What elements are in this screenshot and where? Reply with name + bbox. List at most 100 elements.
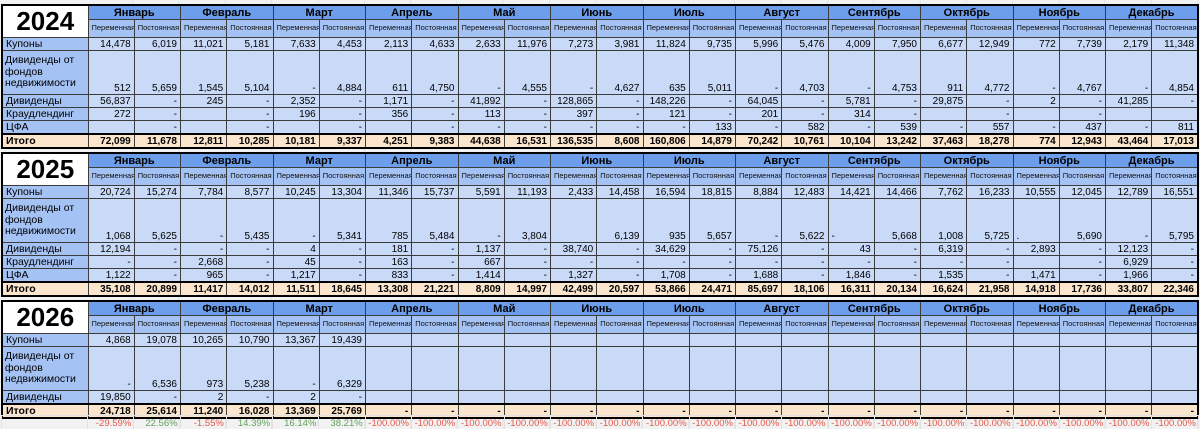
month-header-9[interactable]: Сентябрь	[827, 300, 921, 316]
total-cell[interactable]: -	[549, 403, 598, 419]
total-cell[interactable]: 17,013	[1151, 133, 1199, 149]
row-label[interactable]: Дивиденды от фондов недвижимости	[1, 346, 89, 391]
year-label-2025[interactable]: 2025	[1, 152, 89, 186]
data-cell[interactable]: -	[549, 50, 598, 95]
data-cell[interactable]	[781, 390, 829, 405]
data-cell[interactable]: 4,868	[87, 333, 135, 347]
data-cell[interactable]	[688, 390, 737, 405]
total-cell[interactable]: -	[873, 403, 922, 419]
subcolumn-header[interactable]: Постоянная часть	[596, 19, 644, 38]
data-cell[interactable]: -	[1104, 120, 1153, 135]
month-header-9[interactable]: Сентябрь	[827, 4, 921, 20]
data-cell[interactable]: -	[503, 255, 552, 269]
data-cell[interactable]: 2,633	[457, 37, 505, 51]
month-header-7[interactable]: Июль	[642, 152, 736, 168]
data-cell[interactable]	[781, 333, 829, 347]
data-cell[interactable]: 14,421	[827, 185, 875, 199]
month-header-5[interactable]: Май	[457, 4, 551, 20]
data-cell[interactable]	[1058, 333, 1107, 347]
data-cell[interactable]: 3,981	[596, 37, 644, 51]
data-cell[interactable]: 43	[827, 242, 875, 256]
month-header-2[interactable]: Февраль	[180, 152, 274, 168]
data-cell[interactable]: -	[781, 107, 829, 121]
data-cell[interactable]: 64,045	[734, 94, 783, 108]
subcolumn-header[interactable]: Постоянная часть	[503, 167, 552, 186]
data-cell[interactable]: 11,976	[503, 37, 552, 51]
data-cell[interactable]: -	[1058, 268, 1107, 283]
subcolumn-header[interactable]: Переменная часть	[549, 167, 598, 186]
year-label-2024[interactable]: 2024	[1, 4, 89, 38]
percent-cell[interactable]: -100.00%	[642, 415, 690, 429]
data-cell[interactable]: 9,735	[688, 37, 737, 51]
data-cell[interactable]	[549, 333, 598, 347]
row-label[interactable]: Дивиденды	[1, 242, 89, 256]
data-cell[interactable]	[457, 346, 505, 391]
data-cell[interactable]	[364, 390, 413, 405]
data-cell[interactable]	[1012, 390, 1060, 405]
total-cell[interactable]: 11,678	[133, 133, 182, 149]
subcolumn-header[interactable]: Постоянная часть	[1151, 315, 1199, 334]
total-cell[interactable]: 53,866	[642, 281, 690, 297]
data-cell[interactable]: 4,009	[827, 37, 875, 51]
subcolumn-header[interactable]: Постоянная часть	[873, 167, 922, 186]
data-cell[interactable]: -	[734, 255, 783, 269]
data-cell[interactable]: 11,193	[503, 185, 552, 199]
data-cell[interactable]: -	[966, 94, 1014, 108]
percent-cell[interactable]: -100.00%	[920, 415, 968, 429]
data-cell[interactable]: -	[827, 120, 875, 135]
data-cell[interactable]: -	[966, 255, 1014, 269]
data-cell[interactable]: 4,767	[1058, 50, 1107, 95]
data-cell[interactable]: -	[1058, 94, 1107, 108]
data-cell[interactable]: -	[179, 198, 228, 243]
subcolumn-header[interactable]: Постоянная часть	[1151, 19, 1199, 38]
data-cell[interactable]: -	[226, 94, 274, 108]
data-cell[interactable]	[179, 107, 228, 121]
data-cell[interactable]: 6,319	[919, 242, 968, 256]
data-cell[interactable]: 12,194	[87, 242, 135, 256]
subcolumn-header[interactable]: Постоянная часть	[318, 19, 367, 38]
subcolumn-header[interactable]: Постоянная часть	[133, 167, 182, 186]
total-cell[interactable]: -	[457, 403, 505, 419]
data-cell[interactable]: -	[1058, 255, 1107, 269]
data-cell[interactable]: 7,739	[1058, 37, 1107, 51]
percent-cell[interactable]: 14.39%	[225, 415, 274, 429]
total-cell[interactable]: 43,464	[1104, 133, 1153, 149]
total-cell[interactable]: 24,471	[688, 281, 737, 297]
subcolumn-header[interactable]: Постоянная часть	[411, 167, 459, 186]
data-cell[interactable]: 1,171	[364, 94, 413, 108]
subcolumn-header[interactable]: Переменная часть	[179, 167, 228, 186]
subcolumn-header[interactable]: Постоянная часть	[318, 315, 367, 334]
row-label[interactable]: Дивиденды	[1, 390, 89, 405]
subcolumn-header[interactable]: Переменная часть	[87, 315, 135, 334]
data-cell[interactable]	[734, 390, 783, 405]
data-cell[interactable]: -	[457, 50, 505, 95]
data-cell[interactable]	[411, 390, 459, 405]
total-cell[interactable]: 136,535	[549, 133, 598, 149]
data-cell[interactable]: 512	[87, 50, 135, 95]
data-cell[interactable]: 4,633	[411, 37, 459, 51]
month-header-10[interactable]: Октябрь	[920, 152, 1014, 168]
total-cell[interactable]: 13,308	[364, 281, 413, 297]
data-cell[interactable]: 11,346	[364, 185, 413, 199]
total-cell[interactable]: 10,761	[781, 133, 829, 149]
subcolumn-header[interactable]: Постоянная часть	[133, 19, 182, 38]
subcolumn-header[interactable]: Переменная часть	[734, 19, 783, 38]
data-cell[interactable]: 113	[457, 107, 505, 121]
subcolumn-header[interactable]: Переменная часть	[919, 315, 968, 334]
month-header-1[interactable]: Январь	[87, 4, 181, 20]
data-cell[interactable]: 19,439	[318, 333, 367, 347]
data-cell[interactable]	[919, 107, 968, 121]
month-header-2[interactable]: Февраль	[180, 300, 274, 316]
subcolumn-header[interactable]: Переменная часть	[179, 19, 228, 38]
year-label-2026[interactable]: 2026	[1, 300, 89, 334]
subcolumn-header[interactable]: Переменная часть	[827, 315, 875, 334]
data-cell[interactable]: 5,104	[226, 50, 274, 95]
data-cell[interactable]: -	[1012, 120, 1060, 135]
data-cell[interactable]: 2,668	[179, 255, 228, 269]
data-cell[interactable]: 41,892	[457, 94, 505, 108]
percent-cell[interactable]: -100.00%	[596, 415, 644, 429]
data-cell[interactable]	[1104, 390, 1153, 405]
data-cell[interactable]: -	[642, 120, 690, 135]
data-cell[interactable]	[503, 346, 552, 391]
total-cell[interactable]: -	[503, 403, 552, 419]
